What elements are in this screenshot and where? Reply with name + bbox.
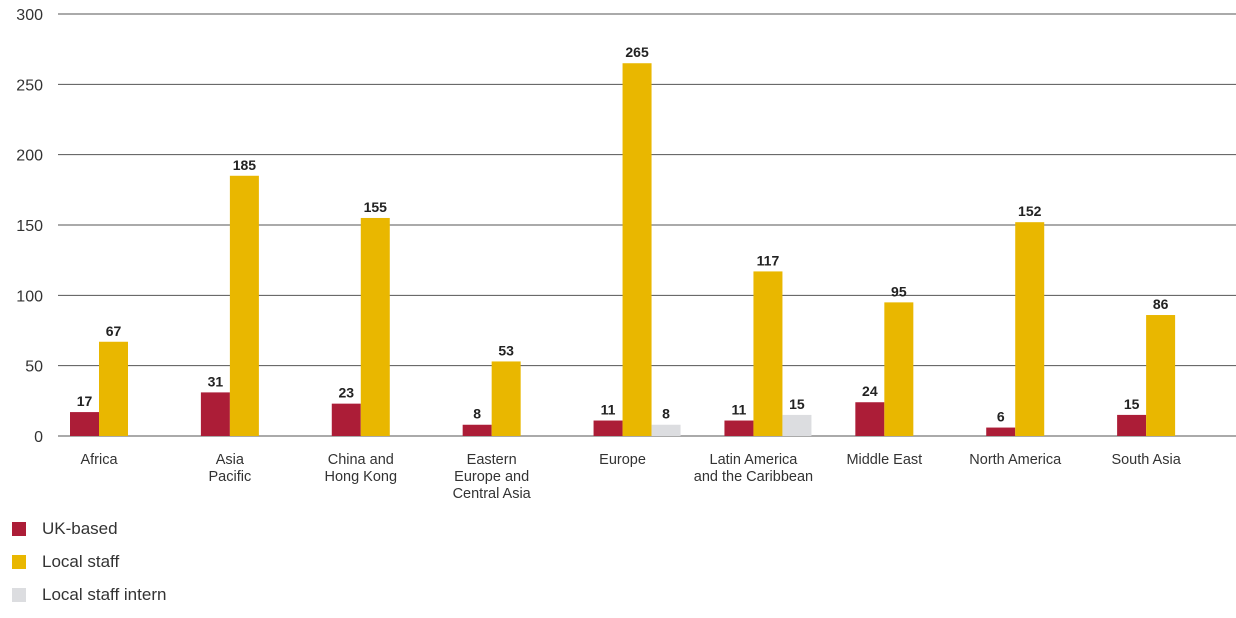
legend-label-uk-based: UK-based bbox=[42, 519, 118, 538]
bar-local-staff-middle-east bbox=[884, 302, 914, 436]
x-tick-label-south-asia: South Asia bbox=[1111, 452, 1181, 468]
x-tick-label-africa: Africa bbox=[80, 452, 118, 468]
y-tick-label-0: 0 bbox=[34, 429, 43, 446]
data-label-local-staff-latin-america-and-the-caribbean: 117 bbox=[757, 252, 780, 268]
data-label-uk-based-north-america: 6 bbox=[997, 409, 1005, 425]
bar-local-staff-eastern-europe-and-central-asia bbox=[491, 361, 521, 436]
data-label-local-staff-asia-pacific: 185 bbox=[233, 157, 257, 173]
bar-uk-based-europe bbox=[593, 420, 623, 436]
x-tick-label-line: China and bbox=[328, 452, 394, 468]
data-label-uk-based-south-asia: 15 bbox=[1124, 396, 1140, 412]
data-label-uk-based-china-and-hong-kong: 23 bbox=[338, 385, 354, 401]
bar-uk-based-latin-america-and-the-caribbean bbox=[724, 420, 754, 436]
data-label-local-staff-china-and-hong-kong: 155 bbox=[364, 199, 388, 215]
data-label-local-staff-africa: 67 bbox=[106, 323, 122, 339]
bar-local-staff-asia-pacific bbox=[229, 175, 259, 436]
bar-chart: 0 50 100 150 200 250 300 17 67 Africa 31 185 Asia Pac… bbox=[16, 7, 1236, 502]
bar-uk-based-africa bbox=[70, 412, 99, 436]
bar-uk-based-eastern-europe-and-central-asia bbox=[462, 424, 492, 436]
x-tick-label-line: Eastern bbox=[467, 452, 517, 468]
x-tick-label-middle-east: Middle East bbox=[846, 452, 922, 468]
legend-label-local-staff: Local staff bbox=[42, 552, 120, 571]
x-tick-label-latin-america-and-the-caribbean: Latin America and the Caribbean bbox=[694, 452, 813, 485]
data-label-uk-based-africa: 17 bbox=[77, 393, 93, 409]
data-label-local-staff-middle-east: 95 bbox=[891, 283, 907, 299]
y-tick-label-100: 100 bbox=[16, 288, 43, 305]
data-label-uk-based-asia-pacific: 31 bbox=[208, 373, 224, 389]
x-tick-label-north-america: North America bbox=[969, 452, 1062, 468]
x-tick-label-europe: Europe bbox=[599, 452, 646, 468]
bar-local-staff-europe bbox=[622, 63, 652, 436]
bar-local-staff-intern-latin-america-and-the-caribbean bbox=[782, 414, 812, 436]
bar-local-staff-china-and-hong-kong bbox=[360, 217, 390, 436]
y-tick-label-50: 50 bbox=[25, 359, 43, 376]
bar-uk-based-south-asia bbox=[1117, 414, 1147, 436]
data-label-uk-based-eastern-europe-and-central-asia: 8 bbox=[473, 406, 481, 422]
x-tick-label-line: and the Caribbean bbox=[694, 469, 813, 485]
bar-local-staff-africa bbox=[99, 341, 128, 436]
bar-local-staff-latin-america-and-the-caribbean bbox=[753, 271, 783, 436]
x-tick-label-line: South Asia bbox=[1111, 452, 1181, 468]
bar-uk-based-china-and-hong-kong bbox=[331, 403, 361, 436]
y-tick-label-300: 300 bbox=[16, 7, 43, 24]
data-label-local-staff-intern-europe: 8 bbox=[662, 406, 670, 422]
legend-item-local-staff-intern: Local staff intern bbox=[12, 584, 166, 606]
legend-item-local-staff: Local staff bbox=[12, 551, 166, 573]
legend-swatch-local-staff bbox=[12, 555, 26, 569]
x-tick-label-line: Europe bbox=[599, 452, 646, 468]
legend-item-uk-based: UK-based bbox=[12, 518, 166, 540]
bar-uk-based-north-america bbox=[986, 427, 1016, 436]
x-tick-label-line: Latin America bbox=[710, 452, 799, 468]
x-tick-label-line: Central Asia bbox=[453, 486, 532, 502]
x-tick-label-china-and-hong-kong: China and Hong Kong bbox=[324, 452, 397, 485]
legend-label-local-staff-intern: Local staff intern bbox=[42, 585, 167, 604]
data-label-local-staff-europe: 265 bbox=[625, 44, 649, 60]
x-tick-label-eastern-europe-and-central-asia: Eastern Europe and Central Asia bbox=[453, 452, 532, 502]
data-label-uk-based-latin-america-and-the-caribbean: 11 bbox=[732, 402, 747, 418]
y-tick-label-200: 200 bbox=[16, 148, 43, 165]
bar-local-staff-intern-europe bbox=[651, 424, 681, 436]
bar-local-staff-north-america bbox=[1015, 222, 1045, 436]
y-tick-label-250: 250 bbox=[16, 77, 43, 94]
bar-uk-based-middle-east bbox=[855, 402, 885, 436]
data-label-local-staff-eastern-europe-and-central-asia: 53 bbox=[498, 342, 514, 358]
legend-swatch-local-staff-intern bbox=[12, 588, 26, 602]
x-tick-label-line: North America bbox=[969, 452, 1062, 468]
data-label-uk-based-europe: 11 bbox=[601, 402, 616, 418]
x-tick-label-line: Pacific bbox=[209, 469, 252, 485]
legend-swatch-uk-based bbox=[12, 522, 26, 536]
data-label-uk-based-middle-east: 24 bbox=[862, 383, 878, 399]
x-tick-label-asia-pacific: Asia Pacific bbox=[209, 452, 252, 485]
bar-uk-based-asia-pacific bbox=[200, 392, 230, 436]
data-label-local-staff-north-america: 152 bbox=[1018, 203, 1042, 219]
x-tick-label-line: Asia bbox=[216, 452, 245, 468]
bar-local-staff-south-asia bbox=[1146, 315, 1176, 436]
y-tick-label-150: 150 bbox=[16, 218, 43, 235]
x-tick-label-line: Middle East bbox=[846, 452, 922, 468]
data-label-local-staff-south-asia: 86 bbox=[1153, 296, 1169, 312]
x-tick-label-line: Africa bbox=[80, 452, 118, 468]
legend: UK-based Local staff Local staff intern bbox=[12, 518, 166, 617]
x-tick-label-line: Europe and bbox=[454, 469, 529, 485]
x-tick-label-line: Hong Kong bbox=[324, 469, 397, 485]
data-label-local-staff-intern-latin-america-and-the-caribbean: 15 bbox=[789, 396, 805, 412]
